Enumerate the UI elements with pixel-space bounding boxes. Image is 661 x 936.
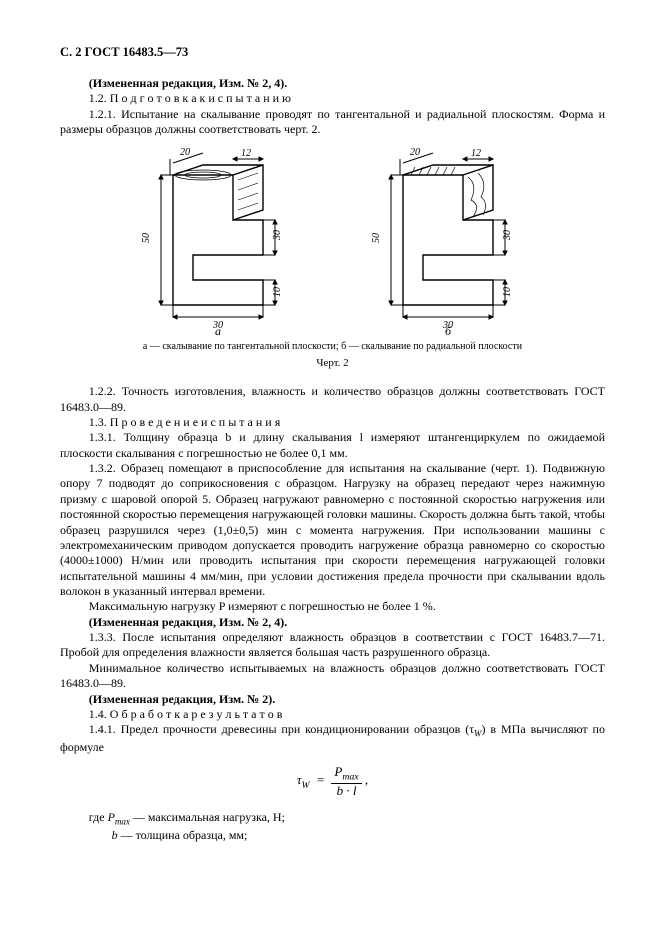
page-header: С. 2 ГОСТ 16483.5—73 xyxy=(60,44,605,60)
note-edition-1: (Измененная редакция, Изм. № 2, 4). xyxy=(60,76,605,91)
section-1-3: 1.3. П р о в е д е н и е и с п ы т а н и… xyxy=(60,415,605,430)
section-1-2: 1.2. П о д г о т о в к а к и с п ы т а н… xyxy=(60,91,605,106)
dim-b-10: 10 xyxy=(502,287,513,297)
formula: τW = Pmax b · l , xyxy=(60,765,605,797)
figure-number: Черт. 2 xyxy=(60,356,605,370)
note-edition-3: (Измененная редакция, Изм. № 2). xyxy=(60,692,605,707)
figures-container: 20 12 50 30 10 30 а xyxy=(60,145,605,335)
where-line-1: где Pmax — максимальная нагрузка, Н; xyxy=(60,810,605,828)
figure-caption: а — скалывание по тангентальной плоскост… xyxy=(60,341,605,354)
figure-a-svg: 20 12 50 30 10 30 а xyxy=(133,145,303,335)
dim-b-12: 12 xyxy=(471,148,481,159)
figure-b: 20 12 50 30 10 30 б xyxy=(363,145,533,335)
section-1-4: 1.4. О б р а б о т к а р е з у л ь т а т… xyxy=(60,707,605,722)
dim-a-10: 10 xyxy=(272,287,283,297)
figure-a: 20 12 50 30 10 30 а xyxy=(133,145,303,335)
figure-b-svg: 20 12 50 30 10 30 б xyxy=(363,145,533,335)
para-1-3-3: 1.3.3. После испытания определяют влажно… xyxy=(60,630,605,661)
dim-b-30r: 30 xyxy=(502,230,513,241)
figure-b-label: б xyxy=(445,324,452,335)
para-1-3-3b: Минимальное количество испытываемых на в… xyxy=(60,661,605,692)
dim-a-20: 20 xyxy=(180,147,190,158)
dim-a-50: 50 xyxy=(141,233,152,243)
figure-a-label: а xyxy=(215,324,221,335)
note-edition-2: (Измененная редакция, Изм. № 2, 4). xyxy=(60,615,605,630)
para-1-4-1: 1.4.1. Предел прочности древесины при ко… xyxy=(60,722,605,755)
para-1-2-2: 1.2.2. Точность изготовления, влажность … xyxy=(60,384,605,415)
where-line-2: b — толщина образца, мм; xyxy=(60,828,605,843)
dim-a-30r: 30 xyxy=(272,230,283,241)
para-1-3-2: 1.3.2. Образец помещают в приспособление… xyxy=(60,461,605,599)
para-1-3-2b: Максимальную нагрузку P измеряют с погре… xyxy=(60,599,605,614)
para-1-3-1: 1.3.1. Толщину образца b и длину скалыва… xyxy=(60,430,605,461)
dim-b-50: 50 xyxy=(371,233,382,243)
dim-a-12: 12 xyxy=(241,148,251,159)
para-1-2-1: 1.2.1. Испытание на скалывание проводят … xyxy=(60,107,605,138)
dim-b-20: 20 xyxy=(410,147,420,158)
